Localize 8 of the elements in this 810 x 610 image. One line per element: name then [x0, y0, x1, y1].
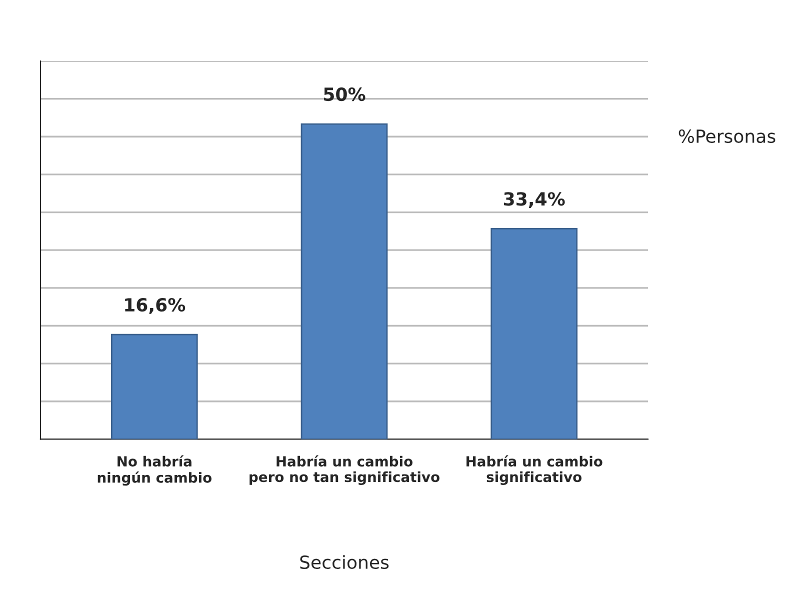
data-label: 33,4%: [504, 192, 565, 208]
y-axis-title: %Personas: [678, 129, 776, 144]
x-tick-label: No habría ningún cambio: [98, 455, 212, 486]
x-tick-label: Habría un cambio significativo: [466, 455, 602, 485]
data-label: 50%: [324, 87, 366, 102]
x-axis-title: Secciones: [300, 555, 389, 570]
x-tick-label: Habría un cambio pero no tan significativo: [250, 455, 440, 485]
data-label: 16,6%: [125, 298, 186, 314]
